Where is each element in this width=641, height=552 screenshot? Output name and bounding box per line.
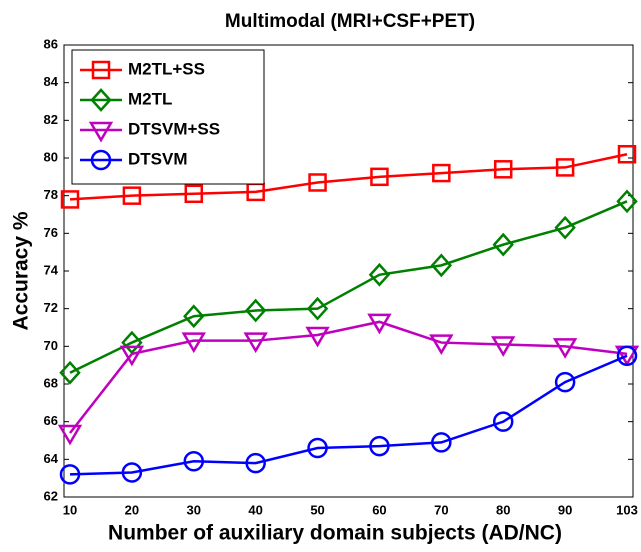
marker [430, 253, 453, 278]
marker [429, 334, 454, 356]
line [69, 200, 628, 374]
marker [60, 190, 80, 209]
y-tick-label: 86 [44, 36, 58, 51]
x-tick-label: 103 [616, 502, 638, 517]
marker [59, 360, 81, 385]
x-tick-label: 80 [496, 502, 510, 517]
marker [183, 450, 205, 472]
y-tick-label: 68 [44, 375, 58, 390]
line [69, 153, 628, 201]
marker [306, 296, 329, 321]
marker [121, 330, 143, 355]
marker [307, 437, 328, 459]
y-tick-label: 76 [44, 225, 58, 240]
marker [181, 332, 206, 354]
line [69, 320, 628, 434]
marker [432, 163, 451, 183]
marker [492, 411, 514, 432]
line [69, 354, 628, 476]
marker [552, 338, 578, 359]
legend-box [71, 49, 265, 185]
y-tick-label: 70 [44, 338, 58, 353]
marker [243, 332, 268, 354]
marker [119, 345, 145, 367]
x-tick-label: 30 [187, 502, 201, 517]
marker [90, 149, 112, 171]
y-tick-label: 74 [44, 262, 59, 277]
marker [90, 88, 112, 112]
y-tick-label: 84 [44, 74, 59, 89]
x-tick-label: 90 [558, 502, 572, 517]
marker [368, 262, 391, 287]
x-tick-label: 40 [248, 502, 262, 517]
legend-label: M2TL+SS [128, 59, 205, 78]
y-tick-label: 66 [44, 413, 58, 428]
y-tick-label: 62 [44, 488, 58, 503]
marker [244, 298, 267, 323]
legend-label: DTSVM+SS [128, 119, 220, 138]
chart-title: Multimodal (MRI+CSF+PET) [225, 11, 475, 32]
x-axis-label: Number of auxiliary domain subjects (AD/… [108, 522, 562, 545]
marker [91, 60, 111, 80]
marker [369, 435, 390, 457]
marker [617, 144, 637, 164]
marker [308, 173, 327, 192]
y-tick-label: 64 [44, 451, 59, 466]
marker [88, 121, 114, 143]
marker [616, 345, 638, 366]
marker [491, 336, 516, 357]
marker [183, 304, 205, 329]
y-tick-label: 82 [44, 112, 58, 127]
marker [493, 160, 513, 179]
x-tick-label: 60 [372, 502, 386, 517]
marker [616, 189, 638, 214]
y-tick-label: 78 [44, 187, 58, 202]
marker [245, 452, 266, 474]
marker [57, 424, 83, 446]
legend-label: DTSVM [128, 149, 188, 168]
y-tick-label: 80 [44, 149, 58, 164]
x-tick-label: 20 [125, 502, 139, 517]
x-tick-label: 50 [310, 502, 324, 517]
marker [554, 215, 576, 240]
x-tick-label: 10 [63, 502, 77, 517]
marker [431, 432, 452, 453]
y-tick-label: 72 [44, 300, 58, 315]
marker [121, 462, 143, 483]
x-tick-label: 70 [434, 502, 448, 517]
marker [305, 326, 330, 348]
marker [184, 184, 204, 204]
y-axis-label: Accuracy % [10, 211, 33, 330]
legend-label: M2TL [128, 89, 172, 108]
marker [370, 167, 389, 187]
marker [554, 371, 576, 393]
marker [122, 186, 142, 205]
marker [492, 232, 514, 257]
marker [367, 313, 392, 335]
marker [555, 158, 575, 177]
marker [59, 464, 81, 485]
